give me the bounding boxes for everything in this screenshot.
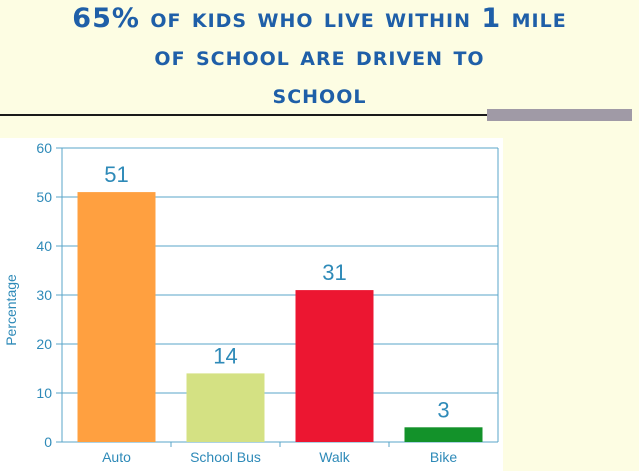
chart-panel: 0 10 20 30 40 50 60 51 Auto 14 School Bus 31 Walk 3 Bi… bbox=[0, 138, 503, 471]
bar-chart: 0 10 20 30 40 50 60 51 Auto 14 School Bus 31 Walk 3 Bi… bbox=[3, 140, 499, 465]
y-tick-label: 30 bbox=[36, 287, 52, 303]
y-tick-label: 10 bbox=[36, 385, 52, 401]
title-line-3: school bbox=[272, 79, 367, 110]
title-divider bbox=[0, 114, 492, 116]
data-label: 3 bbox=[437, 397, 449, 422]
y-tick-label: 20 bbox=[36, 336, 52, 352]
title-line-2: of school are driven to bbox=[154, 41, 485, 72]
slide-title: 65% of kids who live within 1 mile of sc… bbox=[0, 0, 639, 114]
data-label: 14 bbox=[213, 343, 237, 368]
bar-walk bbox=[295, 290, 374, 442]
title-line-1: 65% of kids who live within 1 mile bbox=[72, 3, 567, 34]
x-tick-label: School Bus bbox=[190, 449, 261, 465]
x-tick-label: Bike bbox=[430, 449, 457, 465]
bar-auto bbox=[77, 192, 156, 442]
y-tick-label: 40 bbox=[36, 238, 52, 254]
bars bbox=[77, 192, 483, 442]
data-label: 31 bbox=[322, 260, 346, 285]
labels: 0 10 20 30 40 50 60 51 Auto 14 School Bus 31 Walk 3 Bi… bbox=[36, 140, 457, 465]
x-tick-label: Auto bbox=[102, 449, 131, 465]
y-tick-label: 50 bbox=[36, 189, 52, 205]
bar-school-bus bbox=[186, 373, 265, 442]
y-tick-label: 60 bbox=[36, 140, 52, 156]
y-tick-label: 0 bbox=[44, 434, 52, 450]
x-tick-label: Walk bbox=[319, 449, 351, 465]
data-label: 51 bbox=[104, 162, 128, 187]
y-axis-title: Percentage bbox=[3, 274, 19, 346]
bar-bike bbox=[404, 427, 483, 442]
accent-bar bbox=[487, 109, 632, 121]
